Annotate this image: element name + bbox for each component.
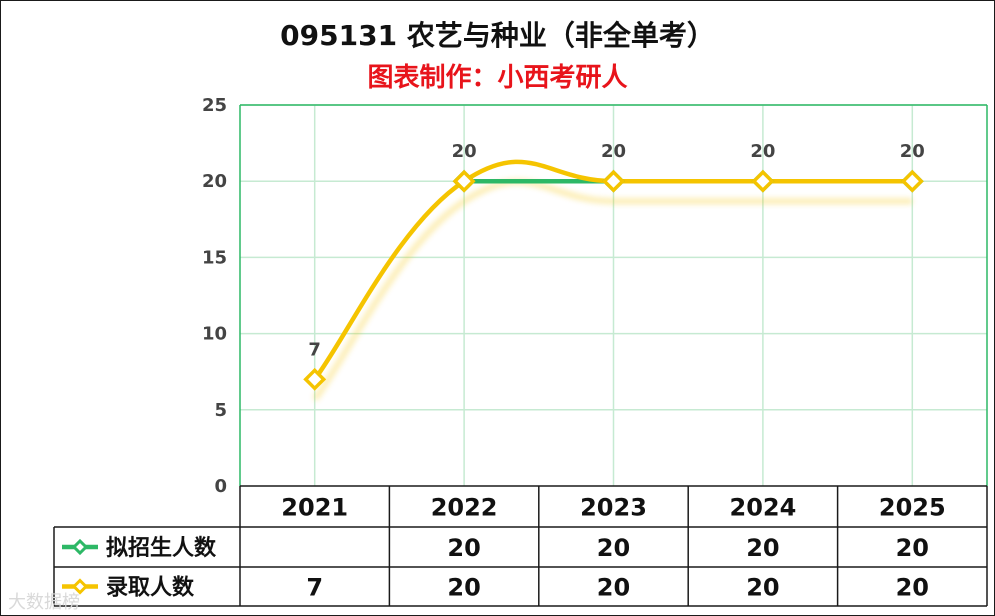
data-label: 20 <box>900 141 925 162</box>
table-cell-value: 20 <box>746 534 779 562</box>
data-point-marker <box>900 169 924 193</box>
chart-subtitle: 图表制作：小西考研人 <box>367 63 628 93</box>
legend-key-marker <box>71 538 89 556</box>
watermark-text: 大数据榜 <box>8 592 80 613</box>
data-point-marker <box>602 169 625 193</box>
chart-title: 095131 农艺与种业（非全单考） <box>280 19 715 52</box>
y-tick-label: 0 <box>214 476 227 497</box>
legend-series-name: 拟招生人数 <box>106 535 217 561</box>
data-point-marker <box>303 367 327 391</box>
x-tick-label: 2022 <box>431 494 498 522</box>
y-tick-label: 5 <box>214 400 227 421</box>
legend-series-name: 录取人数 <box>106 575 195 601</box>
data-label: 7 <box>308 339 321 360</box>
legend-key-marker <box>71 578 89 595</box>
series-shadow <box>312 178 913 402</box>
y-tick-label: 25 <box>202 95 227 116</box>
table-cell-value: 7 <box>306 574 323 602</box>
data-label: 20 <box>750 141 775 162</box>
table-cell-value: 20 <box>896 534 929 562</box>
table-cell-value: 20 <box>746 574 779 602</box>
table-cell-value: 20 <box>597 534 630 562</box>
x-tick-label: 2024 <box>730 494 797 522</box>
data-point-marker <box>751 169 775 193</box>
table-cell-value: 20 <box>447 574 480 602</box>
x-tick-label: 2025 <box>879 494 946 522</box>
data-label: 20 <box>452 141 477 162</box>
series-line <box>312 159 915 382</box>
y-tick-label: 15 <box>202 247 227 268</box>
table-cell-value: 20 <box>447 534 480 562</box>
x-tick-label: 2021 <box>281 494 348 522</box>
table-cell-value: 20 <box>597 574 630 602</box>
y-tick-label: 20 <box>202 171 227 192</box>
y-tick-label: 10 <box>202 324 227 345</box>
data-label: 20 <box>601 141 626 162</box>
data-point-marker <box>452 169 476 193</box>
table-cell-value: 20 <box>896 574 929 602</box>
x-tick-label: 2023 <box>580 494 647 522</box>
